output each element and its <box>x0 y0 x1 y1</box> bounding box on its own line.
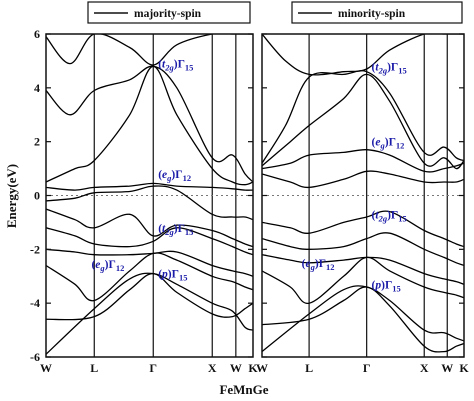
y-tick-label: 6 <box>34 27 40 41</box>
kpoint-label-L: L <box>305 361 313 375</box>
band-line-5 <box>46 227 253 256</box>
band-line-3 <box>46 252 253 302</box>
band-line-2 <box>262 286 464 353</box>
y-axis-label: Energy(eV) <box>4 164 19 228</box>
y-tick-label: 0 <box>34 189 40 203</box>
band-line-8 <box>46 182 253 191</box>
annotation-p-15: (p)Γ15 <box>158 269 187 283</box>
legend: majority-spin <box>87 1 251 24</box>
annotation-eg-12: (eg)Γ12 <box>372 137 405 151</box>
legend-label: minority-spin <box>338 8 406 20</box>
y-tick-label: 4 <box>34 81 40 95</box>
y-tick-label: -6 <box>30 350 40 364</box>
kpoint-label-W: W <box>230 361 242 375</box>
band-line-11 <box>46 34 253 66</box>
band-line-10 <box>46 65 253 183</box>
band-line-1 <box>262 285 464 353</box>
panel-majority-spin: W L Γ X W Kmajority-spin(t2g)Γ15(eg)Γ12(t2g)Γ… <box>40 1 258 375</box>
band-line-3 <box>262 256 464 304</box>
y-tick-label: -4 <box>30 296 40 310</box>
band-line-4 <box>262 254 464 285</box>
annotation-eg-12: (eg)Γ12 <box>302 258 335 272</box>
band-line-8 <box>262 149 464 173</box>
annotation-t2g-15: (t2g)Γ15 <box>158 59 193 73</box>
band-line-1 <box>46 272 253 355</box>
band-line-11 <box>262 34 464 76</box>
legend-box <box>87 1 251 24</box>
band-line-7 <box>46 185 253 221</box>
annotation-t2g-15: (t2g)Γ15 <box>158 223 193 237</box>
band-line-2 <box>46 272 253 321</box>
annotation-t2g-15: (t2g)Γ15 <box>372 61 407 75</box>
annotation-p-15: (p)Γ15 <box>372 279 401 293</box>
legend: minority-spin <box>291 1 463 24</box>
x-axis-label: FeMnGe <box>219 382 268 397</box>
legend-box <box>291 1 463 24</box>
y-tick-label: -2 <box>30 242 40 256</box>
annotation-eg-12: (eg)Γ12 <box>91 259 124 273</box>
band-line-6 <box>46 208 253 248</box>
band-line-9 <box>262 73 464 170</box>
kpoint-label-W: W <box>256 361 268 375</box>
legend-label: majority-spin <box>134 8 202 20</box>
panel-minority-spin: W L Γ X W Kminority-spin(t2g)Γ15(eg)Γ12(t2g)Γ… <box>256 1 469 375</box>
y-tick-label: 2 <box>34 135 40 149</box>
kpoint-label-K: K <box>459 361 469 375</box>
band-line-9 <box>46 65 253 186</box>
band-line-5 <box>262 232 464 267</box>
axes-layer: W L Γ X W Kmajority-spin(t2g)Γ15(eg)Γ12(t2g)Γ… <box>30 1 469 375</box>
kpoint-label-X: X <box>420 361 429 375</box>
kpoint-label-W: W <box>40 361 52 375</box>
kpoint-label-X: X <box>208 361 217 375</box>
band-line-6 <box>262 210 464 248</box>
band-line-4 <box>46 248 253 277</box>
kpoint-label-K: K <box>248 361 258 375</box>
kpoint-label-W: W <box>441 361 453 375</box>
bands <box>46 34 253 355</box>
bands <box>262 34 464 353</box>
annotation-eg-12: (eg)Γ12 <box>158 169 191 183</box>
band-line-7 <box>262 170 464 189</box>
kpoint-label-Γ: Γ <box>149 361 157 375</box>
kpoint-label-Γ: Γ <box>363 361 371 375</box>
band-line-10 <box>262 69 464 164</box>
annotation-t2g-15: (t2g)Γ15 <box>372 209 407 223</box>
kpoint-label-L: L <box>90 361 98 375</box>
